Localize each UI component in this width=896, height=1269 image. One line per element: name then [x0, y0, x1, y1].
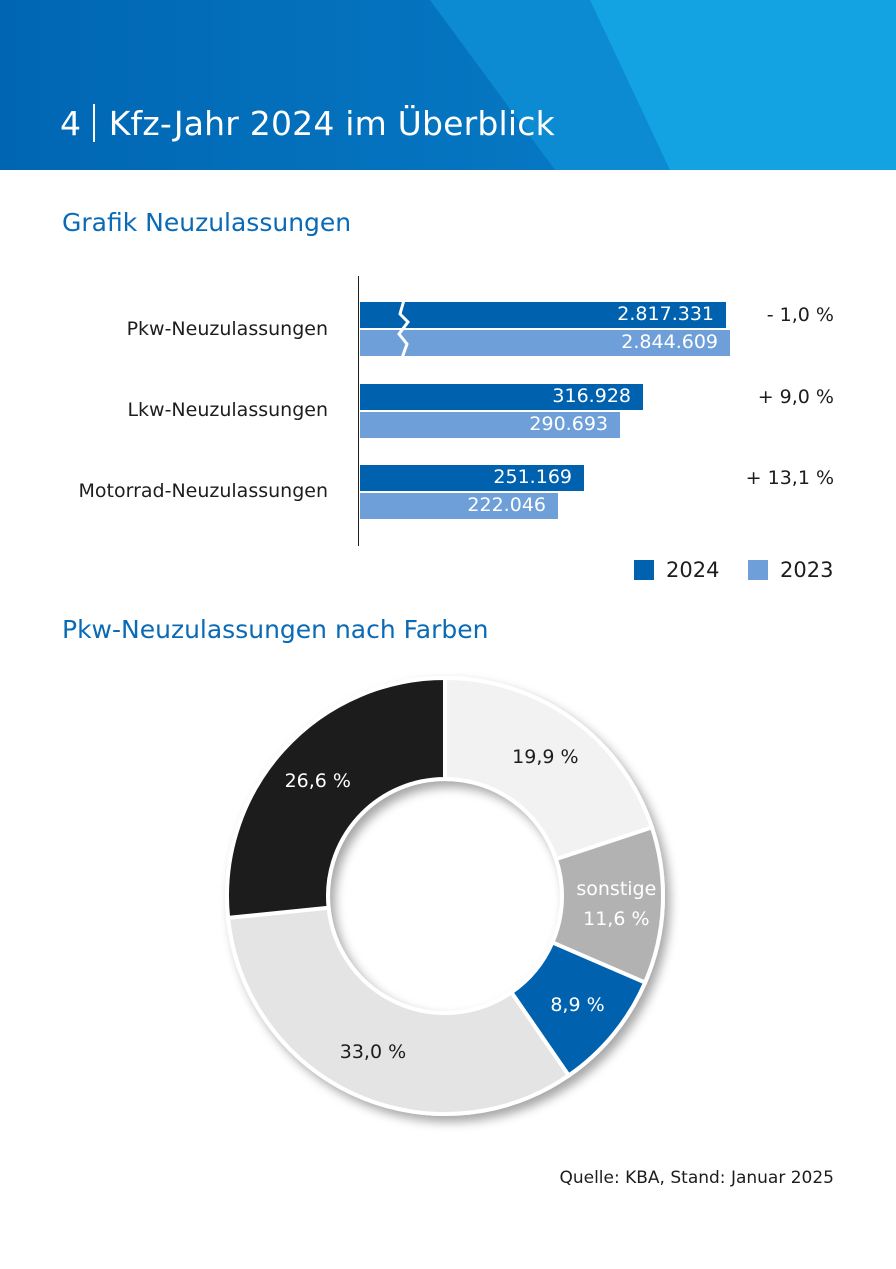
bar-value-pkw-2023: 2.844.609	[621, 331, 718, 353]
donut-value-2: 8,9 %	[550, 993, 605, 1016]
donut-value-0: 19,9 %	[512, 745, 579, 768]
legend-label-2023: 2023	[780, 558, 834, 582]
chapter-title: Kfz-Jahr 2024 im Überblick	[108, 103, 555, 143]
legend-item-2023: 2023	[748, 558, 833, 582]
legend-swatch-2023	[748, 560, 768, 580]
page-title: 4 Kfz-Jahr 2024 im Überblick	[60, 98, 555, 148]
y-axis-line	[358, 276, 360, 546]
title-separator	[93, 104, 95, 142]
bar-motorrad-2024: 251.169	[360, 465, 584, 491]
chapter-number: 4	[60, 103, 82, 143]
donut-label-4: 26,6 %	[285, 766, 351, 796]
legend-label-2024: 2024	[666, 558, 720, 582]
category-label-lkw: Lkw-Neuzulassungen	[127, 399, 328, 421]
bar-motorrad-2023: 222.046	[360, 493, 558, 519]
donut-slice-0	[443, 675, 655, 862]
donut-label-3: 33,0 %	[340, 1037, 406, 1067]
bar-value-lkw-2024: 316.928	[552, 385, 631, 407]
bar-value-pkw-2024: 2.817.331	[617, 303, 714, 325]
bar-chart-title: Grafik Neuzulassungen	[62, 208, 352, 237]
bar-pkw-2023: 2.844.609	[360, 330, 730, 356]
bar-lkw-2024: 316.928	[360, 384, 643, 410]
donut-label-0: 19,9 %	[512, 742, 578, 772]
donut-slice-4	[225, 675, 447, 921]
header-banner: 4 Kfz-Jahr 2024 im Überblick	[0, 0, 896, 170]
category-label-pkw: Pkw-Neuzulassungen	[126, 318, 328, 340]
donut-value-4: 26,6 %	[284, 769, 351, 792]
bar-value-lkw-2023: 290.693	[529, 413, 608, 435]
donut-value-1: 11,6 %	[583, 907, 650, 930]
bar-lkw-2023: 290.693	[360, 412, 620, 438]
legend-item-2024: 2024	[634, 558, 719, 582]
change-lkw: + 9,0 %	[757, 386, 834, 408]
change-pkw: - 1,0 %	[766, 304, 834, 326]
donut-value-3: 33,0 %	[339, 1040, 407, 1063]
donut-slice-3	[225, 905, 572, 1116]
donut-chart	[225, 675, 665, 1116]
axis-break-mark	[397, 300, 410, 359]
legend-swatch-2024	[634, 560, 654, 580]
source-note: Quelle: KBA, Stand: Januar 2025	[559, 1168, 834, 1188]
donut-label-1: sonstige 11,6 %	[576, 874, 656, 934]
donut-label-2: 8,9 %	[550, 990, 604, 1020]
header-decoration	[0, 0, 896, 170]
bar-value-motorrad-2023: 222.046	[467, 494, 546, 516]
donut-caption-1: sonstige	[576, 877, 657, 900]
bar-pkw-2024: 2.817.331	[360, 302, 726, 328]
change-motorrad: + 13,1 %	[745, 467, 834, 489]
category-label-motorrad: Motorrad-Neuzulassungen	[78, 480, 329, 502]
donut-chart-title: Pkw-Neuzulassungen nach Farben	[62, 615, 489, 644]
bar-value-motorrad-2024: 251.169	[493, 466, 572, 488]
